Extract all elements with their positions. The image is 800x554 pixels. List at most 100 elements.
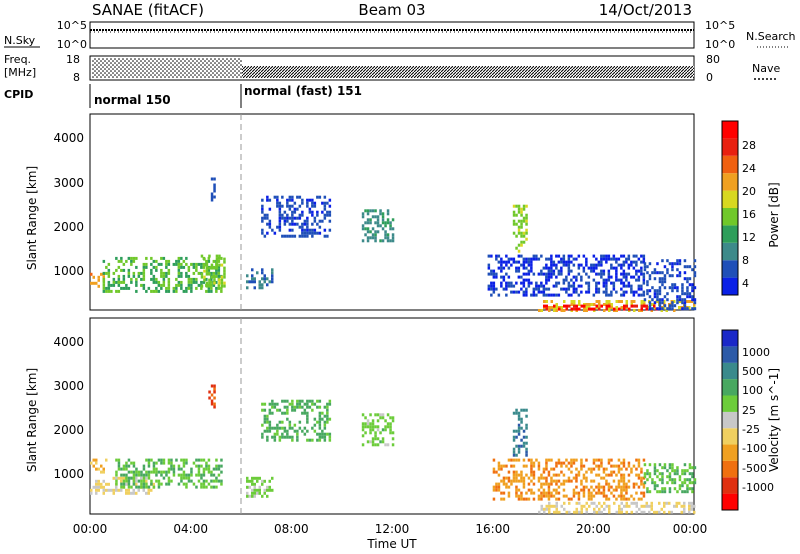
cell-velocity-2: [125, 467, 128, 471]
cell-power-7: [602, 257, 606, 261]
cell-power-7: [535, 284, 538, 288]
cell-velocity-5: [326, 417, 329, 421]
cell-power-6: [364, 209, 367, 213]
cell-power-7: [627, 257, 631, 261]
cell-power-10: [583, 304, 586, 308]
cell-velocity-9: [690, 501, 693, 505]
cell-power-5: [311, 213, 314, 217]
cell-power-11: [648, 295, 652, 299]
cell-power-1: [175, 259, 178, 263]
cell-power-11: [646, 265, 649, 269]
cell-velocity-7: [605, 482, 608, 486]
cell-velocity-9: [605, 504, 608, 508]
cell-velocity-4: [263, 488, 266, 492]
cell-velocity-2: [135, 485, 138, 489]
cell-velocity-10: [663, 466, 667, 470]
cell-velocity-10: [671, 469, 674, 473]
cell-power-1: [180, 265, 183, 269]
cell-power-7: [635, 263, 638, 267]
cell-velocity-1: [90, 491, 93, 495]
cell-power-5: [276, 198, 279, 202]
cell-velocity-5: [311, 426, 314, 430]
cell-power-6: [376, 224, 380, 228]
cell-power-9: [598, 303, 601, 306]
cell-power-7: [557, 269, 561, 273]
cell-power-1: [122, 262, 126, 266]
cell-velocity-9: [543, 510, 546, 514]
cell-power-11: [686, 277, 689, 281]
cell-power-7: [615, 257, 618, 261]
cell-power-1: [155, 277, 158, 281]
cell-power-7: [555, 266, 558, 270]
cell-power-9: [560, 309, 563, 312]
cell-power-7: [570, 269, 573, 273]
cell-velocity-5: [291, 399, 294, 403]
cell-velocity-9: [575, 501, 578, 505]
cell-power-7: [622, 272, 626, 276]
colorbar-swatch: [722, 477, 738, 494]
cell-power-5: [318, 195, 322, 199]
cell-velocity-7: [562, 494, 566, 498]
cell-power-1: [192, 265, 196, 269]
cell-velocity-5: [311, 408, 314, 412]
cell-velocity-6: [369, 431, 372, 435]
cell-velocity-2: [202, 479, 206, 483]
cell-power-8: [525, 231, 528, 235]
cell-velocity-7: [505, 485, 508, 489]
cell-velocity-7: [637, 497, 641, 501]
cell-power-11: [678, 262, 682, 266]
cell-power-5: [283, 222, 287, 226]
cell-power-7: [577, 293, 581, 297]
velocity-cbar-tick-500: 500: [742, 365, 763, 378]
cell-power-4: [266, 277, 269, 281]
cell-power-1: [217, 256, 221, 260]
cell-power-1: [102, 277, 106, 281]
cell-velocity-9: [668, 510, 671, 514]
cell-velocity-5: [288, 420, 292, 424]
cell-power-7: [562, 260, 566, 264]
cell-power-7: [542, 287, 546, 291]
cell-power-5: [281, 213, 284, 217]
cell-velocity-6: [391, 419, 395, 423]
cell-velocity-2: [215, 458, 218, 462]
cell-power-11: [643, 268, 647, 272]
cell-power-7: [632, 260, 636, 264]
cell-velocity-7: [500, 497, 503, 501]
cell-power-1: [150, 268, 153, 272]
cell-velocity-2: [177, 467, 181, 471]
cell-power-8: [517, 207, 521, 211]
cell-velocity-4: [246, 494, 249, 498]
cell-power-10: [635, 304, 638, 308]
cell-power-7: [497, 260, 501, 264]
cell-power-7: [605, 284, 608, 288]
cell-power-7: [552, 260, 556, 264]
cell-velocity-2: [162, 461, 166, 465]
cell-power-8: [522, 240, 526, 244]
cell-power-7: [580, 290, 583, 294]
cell-power-11: [686, 307, 689, 311]
cell-velocity-2: [160, 473, 163, 477]
cell-power-1: [217, 268, 221, 272]
cell-power-0: [90, 272, 93, 276]
cell-power-11: [653, 301, 657, 305]
cell-velocity-10: [668, 472, 672, 476]
cell-velocity-0: [92, 458, 95, 462]
cell-power-11: [648, 301, 652, 305]
cell-power-5: [291, 213, 294, 217]
cell-power-2: [215, 263, 219, 267]
cell-power-6: [384, 230, 387, 234]
cell-power-1: [145, 256, 148, 260]
cell-power-9: [570, 303, 573, 306]
cell-power-10: [558, 307, 561, 311]
cell-power-7: [605, 290, 608, 294]
cell-velocity-10: [656, 475, 659, 479]
cell-power-7: [487, 284, 491, 288]
cell-power-10: [565, 307, 568, 311]
cell-velocity-7: [600, 464, 603, 468]
cell-velocity-10: [673, 478, 677, 482]
cell-power-5: [311, 228, 314, 232]
cell-velocity-5: [273, 432, 277, 436]
cell-power-7: [542, 293, 546, 297]
cell-power-9: [640, 300, 643, 303]
cell-power-6: [381, 212, 385, 216]
